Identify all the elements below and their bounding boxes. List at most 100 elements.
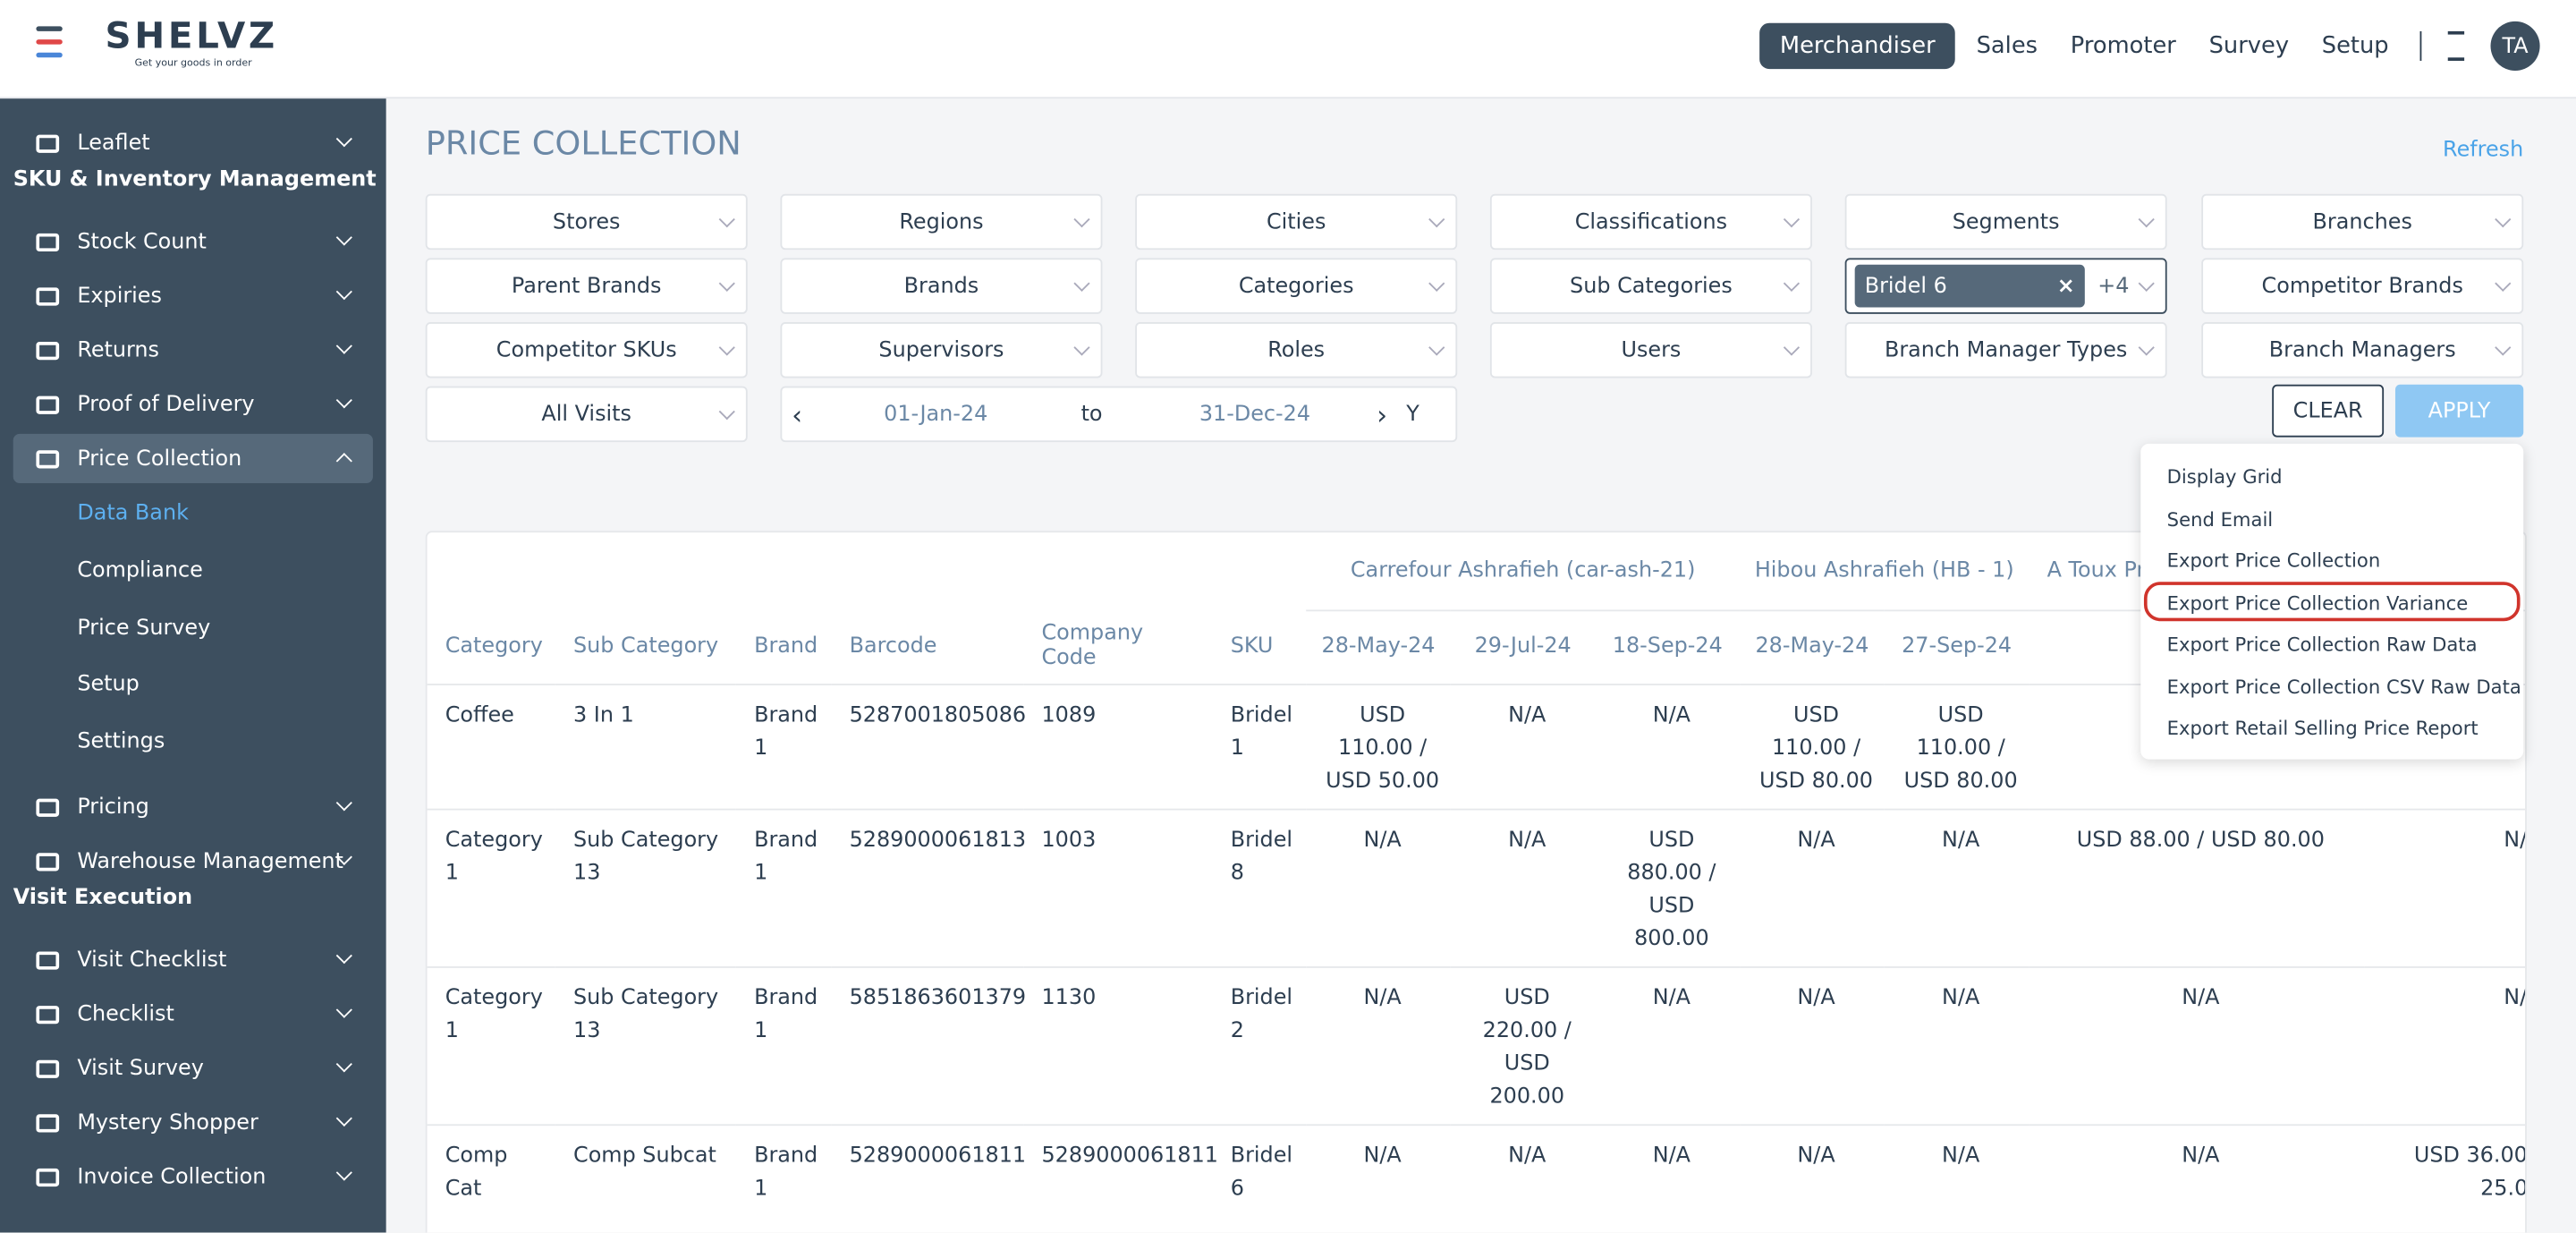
dropdown-arrow [2495, 339, 2512, 356]
sidebar: Leaflet SKU & Inventory Management Stock C… [0, 98, 386, 1233]
nav-item[interactable]: Merchandiser [1759, 22, 1955, 70]
filter[interactable]: Branches [2201, 193, 2524, 251]
cell: Sub Category 13 [555, 807, 736, 967]
selected-chip: Bridel 6 × [1854, 264, 2085, 308]
nav-link[interactable]: Expiries [13, 271, 373, 320]
nav-link[interactable]: Stock Count [13, 217, 373, 266]
cell: USD 220.00 / USD 200.00 [1450, 965, 1596, 1125]
menu-item[interactable]: Export Retail Selling Price Report [2166, 716, 2479, 740]
nav-link[interactable]: Pricing [13, 782, 373, 831]
filter-label: Competitor Brands [2261, 273, 2463, 299]
visits-select[interactable]: All Visits [425, 386, 748, 443]
menu-item[interactable]: Export Price Collection CSV Raw Data [2166, 674, 2521, 698]
nav-link[interactable]: Mystery Shopper [13, 1098, 373, 1147]
filter[interactable]: Bridel 6 × +4 [1844, 258, 2167, 314]
filter[interactable]: Classifications [1489, 193, 1812, 251]
filter[interactable]: Regions [780, 193, 1103, 251]
column-header: Brand [754, 634, 818, 659]
date-to[interactable]: 31-Dec-24 [1199, 402, 1311, 427]
chevron [335, 131, 352, 148]
filter-label: Brands [903, 273, 979, 299]
nav-link[interactable]: Checklist [13, 990, 373, 1039]
data-row: Comp Cat Comp Subcat Brand 1 5289000061811 5… [427, 1123, 2526, 1223]
clear-button[interactable]: CLEAR [2272, 384, 2385, 438]
sub-link[interactable]: Data Bank [77, 501, 189, 526]
nav-link[interactable]: Warehouse Management [13, 837, 373, 886]
cell: Brand 1 [735, 807, 832, 967]
cell: USD 110.00 / USD 80.00 [1740, 683, 1885, 809]
nav-link[interactable]: Visit Checklist [13, 935, 373, 984]
timer-icon[interactable] [2447, 30, 2465, 61]
column-header: Category [445, 634, 543, 659]
filter[interactable]: Stores [425, 193, 748, 251]
nav-link[interactable]: Proof of Delivery [13, 379, 373, 429]
chip-remove[interactable]: × [2056, 273, 2075, 299]
nav-link[interactable]: Leaflet [13, 118, 373, 167]
menu-item[interactable]: Export Price Collection [2166, 548, 2381, 573]
sub-link[interactable]: Settings [77, 729, 165, 755]
cell: Bridel 6 [1212, 1123, 1307, 1223]
nav-item[interactable]: Setup [2321, 32, 2389, 60]
filter[interactable]: Parent Brands [425, 258, 748, 314]
prev[interactable]: ‹ [792, 398, 803, 430]
nav-link[interactable]: Price Collection [13, 433, 373, 484]
apply-button[interactable]: APPLY [2394, 384, 2524, 438]
sub-link[interactable]: Setup [77, 672, 140, 698]
cell: N/A [2029, 965, 2365, 1125]
cell: Category 1 [427, 965, 555, 1125]
avatar[interactable]: TA [2490, 21, 2540, 71]
menu-item[interactable]: Export Price Collection Variance [2166, 591, 2469, 615]
sub-link[interactable]: Price Survey [77, 616, 211, 641]
filter[interactable]: Categories [1135, 258, 1458, 314]
filter[interactable]: Competitor SKUs [425, 322, 748, 378]
menu-item[interactable]: Send Email [2166, 506, 2274, 531]
filter-label: Branches [2312, 209, 2412, 234]
column-header: 28-May-24 [1755, 634, 1869, 659]
next[interactable]: › [1377, 398, 1387, 430]
dropdown-arrow [2495, 275, 2512, 292]
chevron [335, 392, 352, 409]
nav-item[interactable]: Promoter [2070, 32, 2176, 60]
chevron [335, 229, 352, 246]
cell: N/A [1884, 807, 2029, 967]
filter[interactable]: Competitor Brands [2201, 258, 2524, 314]
column-header: Barcode [849, 634, 937, 659]
nav-item[interactable]: Survey [2208, 32, 2290, 60]
cell: Coffee [427, 683, 555, 809]
nav-item[interactable]: Sales [1976, 32, 2038, 60]
label: Mystery Shopper [77, 1110, 258, 1135]
top-bar: SHELVZ Get your goods in order Merchandi… [0, 0, 2576, 99]
cell: Brand 1 [735, 965, 832, 1125]
cell: USD 36.00 / 25.00 [2364, 1123, 2526, 1223]
filter[interactable]: Brands [780, 258, 1103, 314]
filter-label: Roles [1267, 337, 1326, 363]
filter[interactable]: Users [1489, 322, 1812, 378]
menu-item[interactable]: Export Price Collection Raw Data [2166, 633, 2478, 656]
menu-item[interactable]: Display Grid [2166, 464, 2283, 489]
date-range: ‹ 01-Jan-24 to 31-Dec-24 › Y [780, 386, 1458, 443]
cell: Category 1 [427, 807, 555, 967]
filter[interactable]: Cities [1135, 193, 1458, 251]
refresh[interactable]: Refresh [2443, 138, 2524, 163]
data-table: Carrefour Ashrafieh (car-ash-21) Hibou As… [427, 532, 2526, 1223]
filter[interactable]: Branch Manager Types [1844, 322, 2167, 378]
sub-link[interactable]: Compliance [77, 558, 203, 583]
filter[interactable]: Segments [1844, 193, 2167, 251]
nav-link[interactable]: Visit Survey [13, 1043, 373, 1093]
dropdown-arrow [2138, 211, 2155, 228]
icon [36, 232, 60, 251]
page-title: PRICE COLLECTION [425, 123, 741, 163]
filter[interactable]: Roles [1135, 322, 1458, 378]
cell: Bridel 8 [1212, 807, 1307, 967]
nav-link[interactable]: Invoice Collection [13, 1152, 373, 1202]
menu-toggle[interactable] [36, 26, 63, 65]
filter-label: Branch Managers [2268, 337, 2456, 363]
filter[interactable]: Sub Categories [1489, 258, 1812, 314]
nav-link[interactable]: Returns [13, 326, 373, 375]
filter[interactable]: Branch Managers [2201, 322, 2524, 378]
date-from[interactable]: 01-Jan-24 [884, 402, 988, 427]
filter-label: Classifications [1574, 209, 1728, 234]
filter[interactable]: Supervisors [780, 322, 1103, 378]
period[interactable]: Y [1406, 402, 1419, 427]
